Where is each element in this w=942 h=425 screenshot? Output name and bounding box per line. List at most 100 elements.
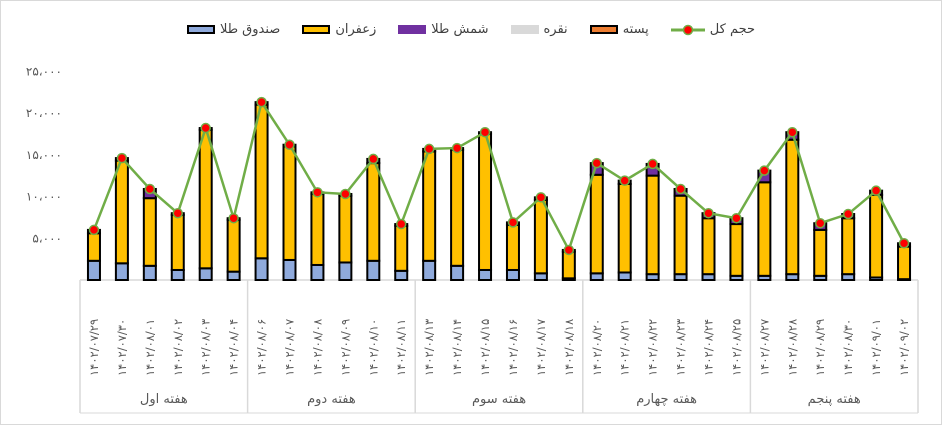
x-tick-label: ۱۴۰۲/۰۸/۰۹ — [338, 319, 352, 376]
legend-item-saffron: زعفران — [302, 22, 376, 37]
bar-segment — [86, 232, 101, 262]
bar-segment — [701, 217, 716, 276]
x-tick-label: ۱۴۰۲/۰۸/۰۷ — [283, 319, 297, 376]
x-tick-label: ۱۴۰۲/۰۸/۲۹ — [813, 319, 827, 376]
x-tick-label: ۱۴۰۲/۰۹/۰۲ — [897, 319, 911, 376]
x-tick-label: ۱۴۰۲/۰۸/۰۶ — [255, 319, 269, 376]
bar-segment — [505, 268, 520, 282]
bar-segment — [198, 128, 213, 270]
bar-segment — [114, 262, 129, 281]
legend-item-gold-fund: صندوق طلا — [186, 22, 281, 37]
x-tick-label: ۱۴۰۲/۰۸/۳۰ — [841, 319, 855, 376]
total-volume-marker — [787, 126, 798, 138]
total-volume-marker — [340, 188, 351, 200]
total-volume-marker — [312, 187, 323, 198]
total-volume-marker — [172, 207, 184, 219]
x-tick-label: ۱۴۰۲/۰۸/۲۲ — [646, 319, 660, 376]
bar-segment — [505, 223, 520, 271]
y-tick-label: ۵،۰۰۰ — [32, 231, 62, 245]
bar-segment — [198, 267, 213, 281]
total-volume-marker — [451, 142, 463, 154]
bar-segment — [254, 257, 269, 282]
total-volume-marker — [675, 183, 686, 195]
total-volume-marker — [759, 165, 770, 176]
y-tick-label: ۲۵،۰۰۰ — [26, 64, 62, 78]
x-tick-label: ۱۴۰۲/۰۸/۱۴ — [450, 319, 464, 376]
bar-segment — [86, 259, 101, 282]
bar-segment — [561, 250, 576, 280]
bar-segment — [366, 259, 381, 282]
x-tick-label: ۱۴۰۲/۰۸/۱۳ — [422, 319, 436, 376]
bar-segment — [226, 218, 241, 273]
x-tick-label: ۱۴۰۲/۰۷/۳۰ — [115, 319, 129, 376]
bar-segment — [338, 194, 353, 264]
legend-swatch-silver — [510, 25, 539, 34]
bar-segment — [589, 173, 604, 275]
group-label: هفته پنجم — [808, 392, 861, 407]
x-tick-label: ۱۴۰۲/۰۸/۲۰ — [590, 319, 604, 376]
bar-segment — [282, 145, 297, 261]
x-tick-label: ۱۴۰۲/۰۸/۲۷ — [757, 319, 771, 376]
total-volume-marker — [256, 96, 267, 108]
legend-label: پسته — [622, 22, 649, 37]
bar-segment — [673, 194, 688, 276]
bar-segment — [338, 261, 353, 281]
x-tick-label: ۱۴۰۲/۰۸/۱۸ — [562, 319, 576, 376]
bar-segment — [617, 271, 632, 281]
legend-item-pistachio: پسته — [589, 22, 649, 37]
total-volume-marker — [619, 175, 630, 186]
legend-label: صندوق طلا — [219, 22, 281, 37]
group-label: هفته سوم — [472, 392, 526, 407]
legend-label: شمش طلا — [431, 22, 489, 37]
group-label: هفته چهارم — [636, 392, 697, 407]
x-tick-label: ۱۴۰۲/۰۸/۲۵ — [729, 319, 743, 376]
total-volume-marker — [563, 244, 575, 256]
bar-segment — [394, 269, 409, 282]
total-volume-line — [92, 99, 906, 254]
bar-segment — [394, 224, 409, 272]
legend-item-gold-bullion: شمش طلا — [398, 22, 489, 37]
total-volume-marker — [284, 139, 295, 150]
group-label: هفته دوم — [307, 392, 356, 407]
x-tick-label: ۱۴۰۲/۰۸/۱۰ — [366, 319, 380, 376]
bar-segment — [897, 245, 912, 281]
legend-swatch-gold-bullion — [398, 25, 427, 34]
legend-item-silver: نقره — [510, 22, 568, 37]
legend-swatch-saffron — [302, 25, 331, 34]
x-tick-label: ۱۴۰۲/۰۸/۲۸ — [785, 319, 799, 376]
total-volume-marker — [731, 212, 742, 224]
bar-segment — [422, 150, 437, 262]
bar-segment — [450, 264, 465, 281]
legend-swatch-pistachio — [589, 25, 618, 34]
legend-label: زعفران — [335, 22, 377, 37]
bar-segment — [310, 192, 325, 266]
bar-segment — [869, 193, 884, 279]
total-volume-marker — [228, 212, 239, 224]
total-volume-marker — [200, 122, 211, 134]
bar-segment — [478, 268, 493, 282]
total-volume-marker — [507, 217, 519, 228]
total-volume-marker — [88, 224, 100, 236]
total-volume-marker — [842, 208, 854, 220]
bar-segment — [841, 217, 856, 276]
bar-segment — [757, 181, 772, 277]
total-volume-marker — [647, 158, 658, 170]
legend-label: نقره — [543, 22, 568, 37]
bar-segment — [729, 223, 744, 277]
bar-segment — [533, 198, 548, 275]
total-volume-marker — [423, 143, 435, 155]
bar-segment — [142, 264, 157, 281]
total-volume-marker — [395, 218, 407, 230]
y-tick-label: ۱۵،۰۰۰ — [26, 148, 62, 162]
x-tick-label: ۱۴۰۲/۰۸/۰۲ — [171, 319, 185, 376]
x-tick-label: ۱۴۰۲/۰۸/۱۱ — [394, 319, 408, 376]
bar-segment — [478, 132, 493, 271]
legend-line-marker-icon — [670, 24, 705, 35]
y-tick-label: ۱۰،۰۰۰ — [26, 190, 62, 204]
bar-segment — [617, 182, 632, 274]
bar-segment — [645, 174, 660, 276]
bar-segment — [785, 138, 800, 276]
total-volume-marker — [116, 152, 128, 164]
bar-segment — [170, 268, 185, 282]
group-label: هفته اول — [140, 392, 188, 407]
